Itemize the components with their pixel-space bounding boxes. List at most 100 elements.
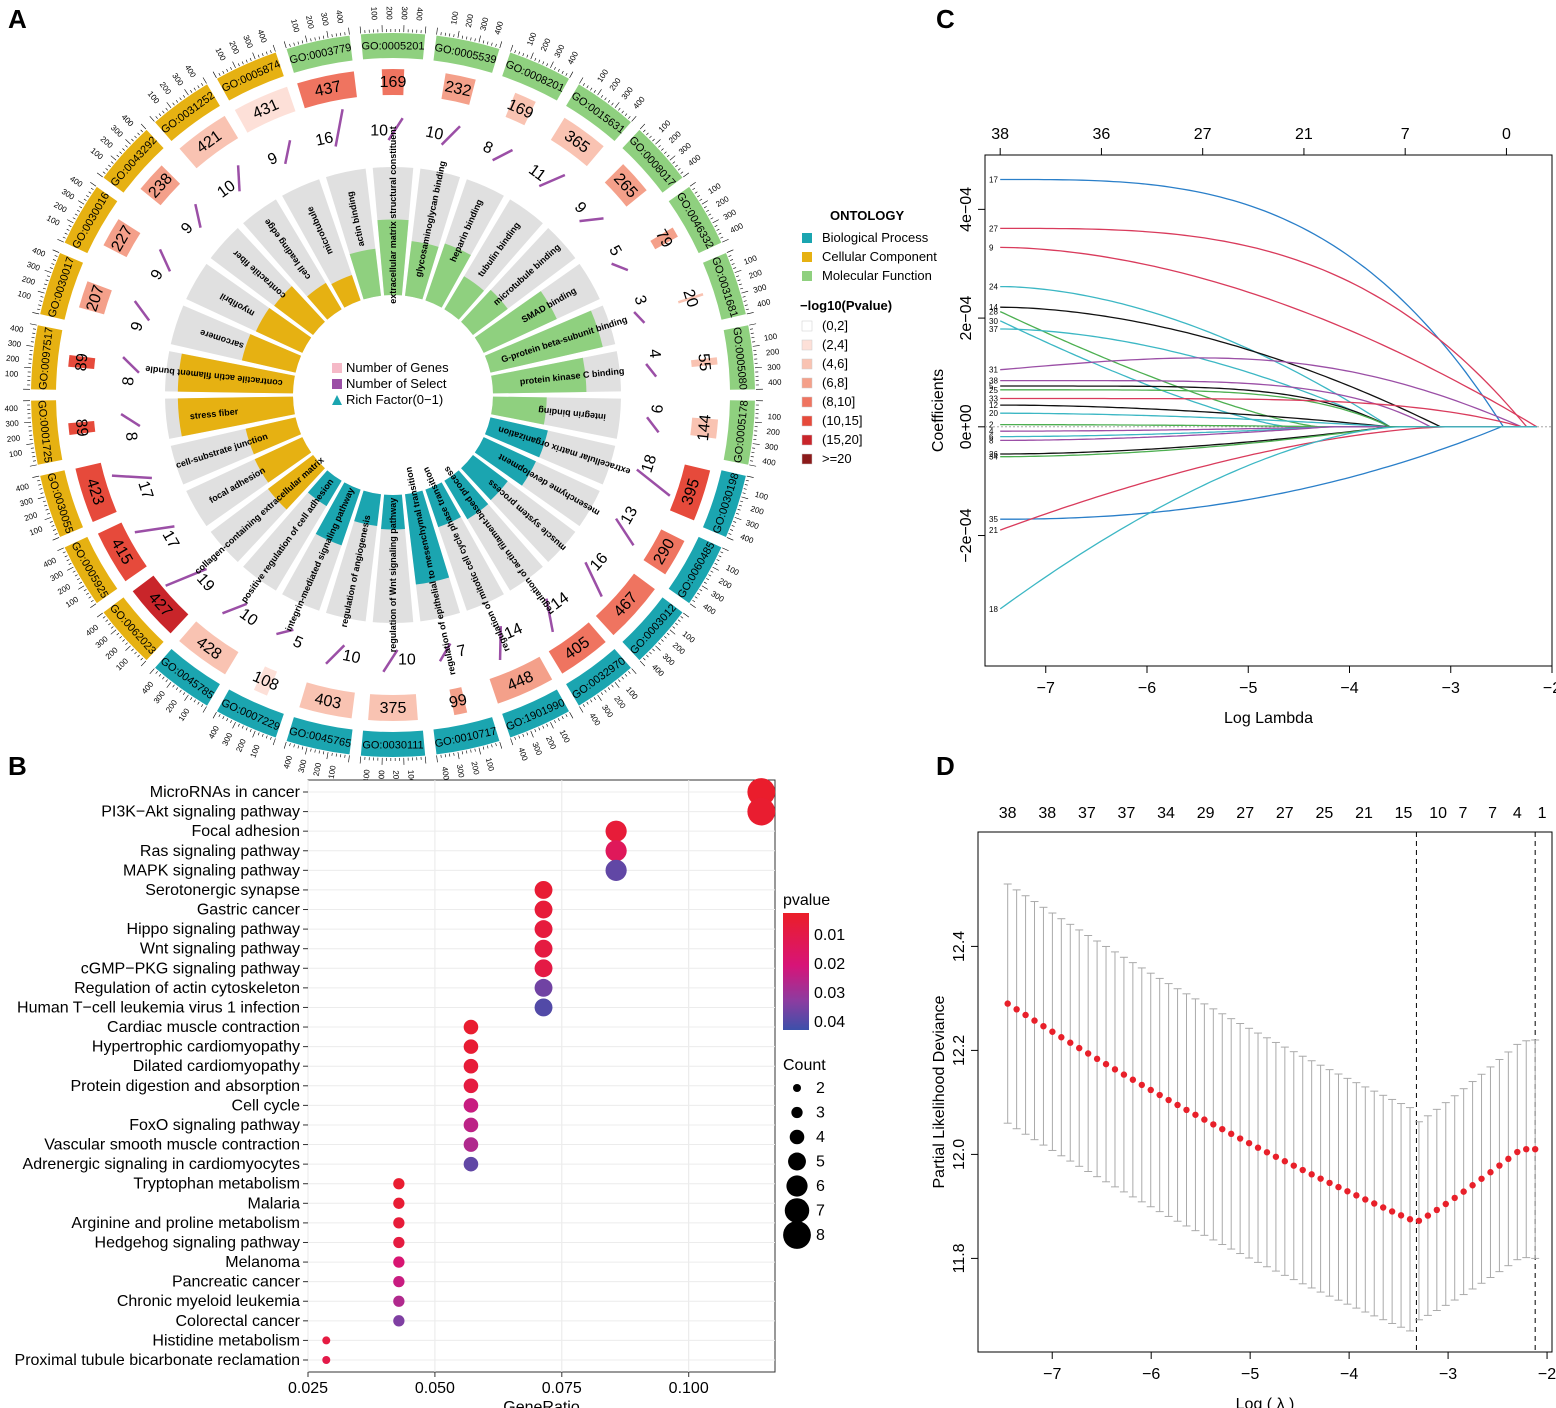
deviance-point (1004, 1000, 1011, 1007)
coefficient-path (1000, 426, 1537, 520)
deviance-point (1415, 1217, 1423, 1224)
ontology-legend-title: ONTOLOGY (830, 208, 904, 223)
select-count-label: 16 (314, 129, 335, 149)
rich-factor-bar (484, 310, 603, 373)
pathway-dot (463, 1058, 479, 1074)
ring-tick (66, 228, 70, 231)
pathway-dot (322, 1356, 331, 1364)
ring-tick (624, 673, 628, 677)
ring-tick (44, 504, 48, 507)
deviance-point (1040, 1022, 1047, 1030)
ring-tick (495, 743, 497, 747)
ring-tick (661, 148, 664, 151)
coefficient-path (1000, 412, 1537, 428)
ring-tick (749, 464, 757, 467)
top-tick-label: 0 (1502, 126, 1511, 143)
ring-tick (67, 566, 74, 571)
gene-count-bar (179, 115, 239, 169)
select-count-bar (438, 642, 452, 662)
ring-tick (655, 645, 661, 651)
ring-tick (487, 41, 489, 45)
pathway-dot (747, 778, 776, 806)
select-count-label: 10 (214, 177, 238, 201)
x-tick-label: −7 (1037, 680, 1055, 697)
ontology-ring-segment (31, 400, 63, 465)
ring-tick (193, 87, 196, 91)
ontology-legend-label: Molecular Function (822, 268, 932, 283)
deviance-point (1084, 1050, 1092, 1057)
ring-tick-label: 300 (478, 16, 490, 32)
ring-tick (731, 263, 735, 265)
ring-tick (579, 706, 584, 713)
count-legend-label: 4 (816, 1129, 825, 1146)
ring-tick (726, 537, 734, 541)
pathway-dot (393, 1236, 405, 1249)
select-count-bar (387, 117, 404, 141)
ring-tick (607, 100, 611, 103)
coefficient-path-label: 34 (989, 453, 998, 462)
gene-count-bar (489, 656, 553, 704)
ring-tick (510, 44, 514, 52)
gene-count-label: 403 (313, 691, 343, 713)
ring-tick (683, 172, 690, 178)
x-tick-label: −3 (1439, 1366, 1457, 1383)
ring-tick (701, 585, 708, 590)
ring-tick (478, 35, 481, 43)
ring-tick (708, 213, 712, 216)
ring-tick (743, 488, 747, 490)
ring-tick (237, 723, 240, 727)
x-tick-label: 0.075 (542, 1380, 582, 1397)
ring-tick (611, 102, 614, 106)
ring-tick-label: 300 (709, 589, 726, 604)
pathway-dot (605, 840, 627, 862)
coefficient-path-label: 28 (989, 308, 998, 317)
ring-tick (683, 612, 690, 618)
ring-tick-label: 300 (377, 769, 386, 783)
select-count-bar (284, 139, 292, 165)
deviance-point (1165, 1096, 1172, 1104)
deviance-point (1174, 1101, 1181, 1109)
ring-tick (742, 296, 746, 298)
pathway-dot (534, 978, 553, 997)
ring-tick (745, 479, 749, 482)
ring-tick-label: 200 (99, 134, 115, 150)
ring-tick (737, 279, 741, 282)
pvalue-legend-swatch (801, 396, 813, 408)
ring-tick-label: 200 (304, 15, 316, 31)
ring-tick-label: 200 (6, 433, 21, 444)
ring-tick-label: 100 (595, 67, 610, 84)
count-legend-label: 5 (816, 1154, 825, 1171)
pathway-dot (534, 880, 553, 899)
pathway-label: Cardiac muscle contraction (107, 1019, 300, 1036)
ring-tick (561, 70, 564, 74)
ring-tick (718, 232, 722, 235)
deviance-point (1451, 1194, 1458, 1202)
ring-tick (122, 148, 125, 151)
pvalue-legend-label: (10,15] (822, 413, 862, 428)
ring-tick-label: 400 (768, 378, 782, 387)
ring-tick (305, 35, 308, 43)
pathway-dot (322, 1336, 331, 1345)
ring-tick (744, 484, 748, 486)
ring-tick-label: 400 (334, 10, 345, 25)
ring-tick (52, 529, 56, 531)
gene-count-bar (677, 292, 704, 304)
pvalue-legend-swatch (801, 339, 813, 351)
ring-tick (554, 66, 556, 70)
coefficient-path-label: 35 (989, 515, 998, 524)
ring-tick (680, 171, 684, 174)
ring-tick (738, 283, 742, 286)
ring-tick (677, 619, 681, 622)
coefficient-path (999, 426, 1537, 610)
ring-tick (359, 26, 362, 34)
deviance-point (1478, 1175, 1485, 1182)
coefficient-path (1000, 397, 1537, 428)
ring-tick (750, 456, 754, 458)
x-axis-title: Log Lambda (1224, 710, 1313, 727)
ring-tick-label: 300 (722, 207, 739, 222)
ring-tick-label: 200 (671, 641, 687, 657)
coefficient-path-label: 5 (989, 382, 994, 391)
ring-tick (461, 35, 464, 39)
coefficient-path (1000, 426, 1537, 442)
ring-tick (172, 102, 175, 106)
